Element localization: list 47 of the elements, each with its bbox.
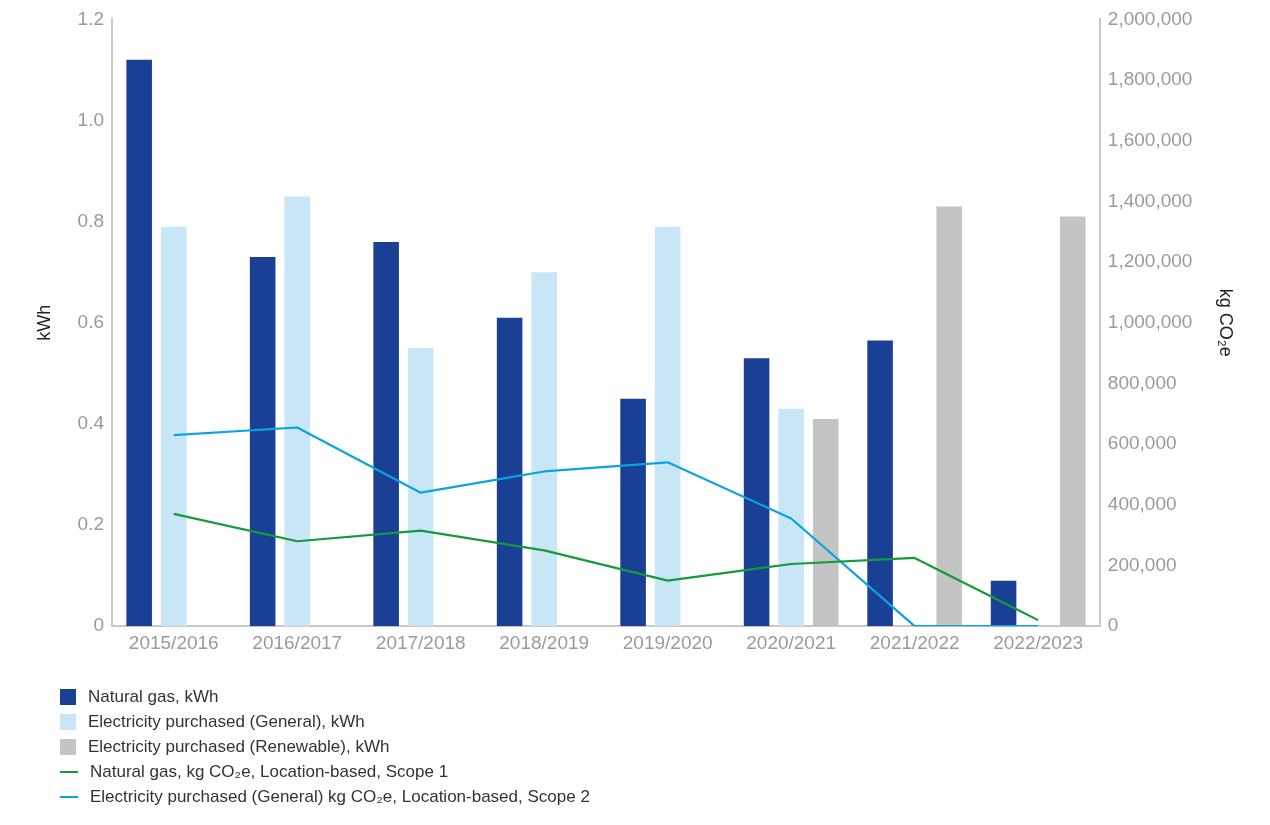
- bar: [249, 257, 276, 627]
- y2-tick-label: 1,400,000: [1107, 189, 1193, 211]
- x-tick-label: 2019/2020: [622, 631, 713, 653]
- legend-label: Electricity purchased (Renewable), kWh: [88, 736, 390, 757]
- bar: [373, 241, 399, 627]
- bar: [743, 358, 770, 627]
- y-axis-title: kWh: [33, 304, 54, 341]
- y2-tick-label: 1,600,000: [1107, 128, 1193, 150]
- bar: [936, 206, 963, 627]
- y2-tick-label: 200,000: [1107, 553, 1177, 575]
- y2-tick-label: 1,200,000: [1107, 250, 1193, 272]
- x-tick-label: 2022/2023: [993, 631, 1084, 653]
- legend-label: Natural gas, kWh: [88, 686, 219, 707]
- bar: [531, 272, 557, 627]
- x-tick-label: 2020/2021: [746, 631, 837, 653]
- y2-tick-label: 2,000,000: [1107, 7, 1193, 29]
- x-tick-label: 2021/2022: [869, 631, 960, 653]
- bar: [867, 340, 893, 627]
- bar: [654, 226, 681, 627]
- bar: [620, 398, 646, 627]
- y2-tick-label: 800,000: [1107, 371, 1177, 393]
- legend-label: Electricity purchased (General), kWh: [88, 711, 365, 732]
- y2-tick-label: 1,000,000: [1107, 311, 1193, 333]
- bar: [496, 317, 523, 627]
- x-tick-label: 2017/2018: [375, 631, 466, 653]
- y2-tick-label: 1,800,000: [1107, 68, 1193, 90]
- y-tick-label: 0.2: [77, 513, 105, 535]
- bar: [160, 226, 187, 627]
- y-tick-label: 0.8: [77, 209, 105, 231]
- x-tick-label: 2018/2019: [499, 631, 590, 653]
- y-tick-label: 0.4: [77, 412, 105, 434]
- y2-tick-label: 400,000: [1107, 493, 1177, 515]
- y-tick-label: 0.6: [77, 311, 105, 333]
- bar: [407, 348, 434, 627]
- bar: [284, 196, 311, 627]
- x-tick-label: 2016/2017: [252, 631, 343, 653]
- y-tick-label: 0: [93, 614, 105, 636]
- legend-label: Natural gas, kg CO₂e, Location-based, Scope 1: [90, 761, 449, 782]
- y-tick-label: 1.0: [77, 108, 105, 130]
- bar: [126, 59, 152, 627]
- x-tick-label: 2015/2016: [128, 631, 219, 653]
- bar: [778, 408, 804, 627]
- y2-axis-title: kg CO₂e: [1216, 288, 1237, 357]
- y2-tick-label: 0: [1107, 614, 1119, 636]
- y2-tick-label: 600,000: [1107, 432, 1177, 454]
- legend-label: Electricity purchased (General) kg CO₂e, Location-based, Scope 2: [90, 786, 590, 807]
- y-tick-label: 1.2: [77, 7, 105, 29]
